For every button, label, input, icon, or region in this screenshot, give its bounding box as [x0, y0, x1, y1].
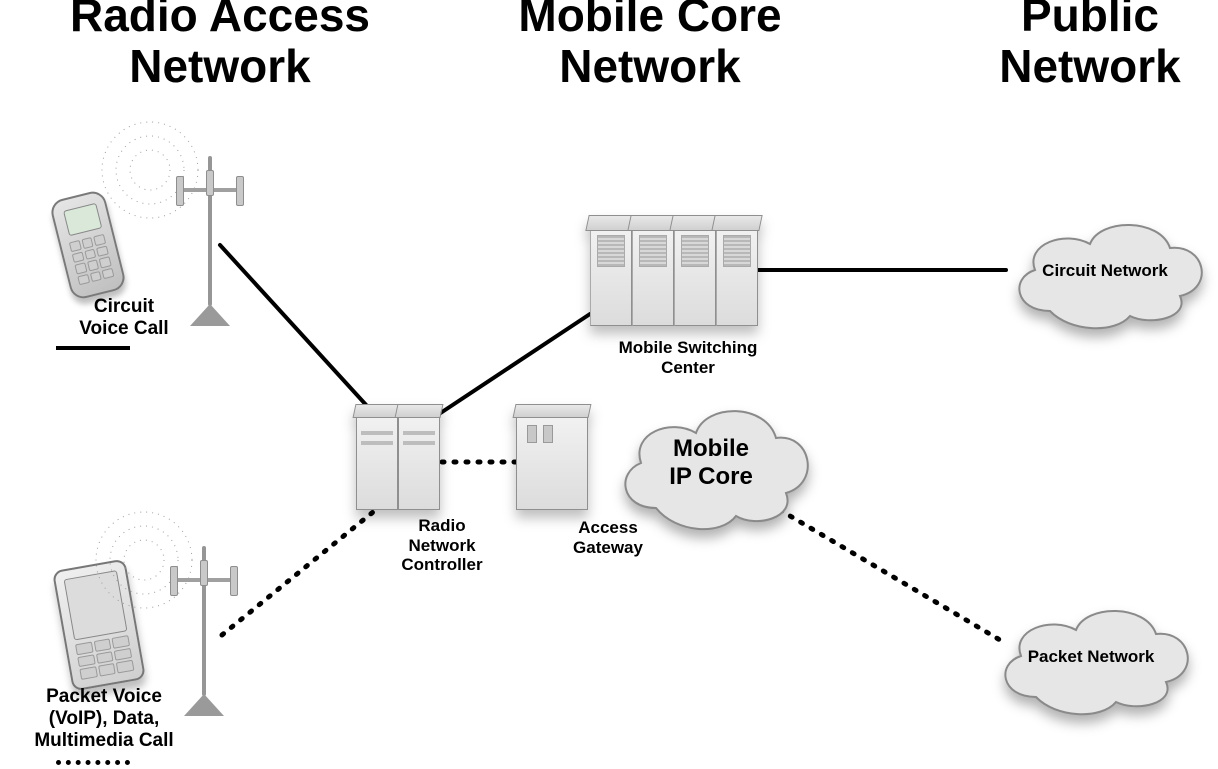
cell-tower-icon [164, 546, 244, 716]
radio-network-controller-icon [356, 412, 440, 510]
label-packet-network: Packet Network [986, 592, 1196, 722]
section-title-ran: Radio AccessNetwork [40, 0, 400, 91]
feature-phone-icon [60, 194, 116, 296]
access-gateway-icon [516, 412, 588, 510]
smartphone-icon [62, 564, 136, 686]
cell-tower-icon [170, 156, 250, 326]
label-msc: Mobile Switching Center [598, 338, 778, 377]
packet-network-cloud: Packet Network [986, 592, 1196, 722]
mobile-switching-center-icon [590, 224, 758, 326]
legend-dotted-line [56, 760, 130, 765]
circuit-network-cloud: Circuit Network [1000, 206, 1210, 336]
mobile-ip-core-cloud: MobileIP Core [606, 388, 816, 538]
section-title-core: Mobile CoreNetwork [470, 0, 830, 91]
label-rnc: RadioNetworkController [352, 516, 532, 575]
legend-solid-line [56, 346, 130, 350]
label-circuit-network: Circuit Network [1000, 206, 1210, 336]
section-title-pub: PublicNetwork [960, 0, 1218, 91]
label-ip-core: MobileIP Core [606, 388, 816, 538]
